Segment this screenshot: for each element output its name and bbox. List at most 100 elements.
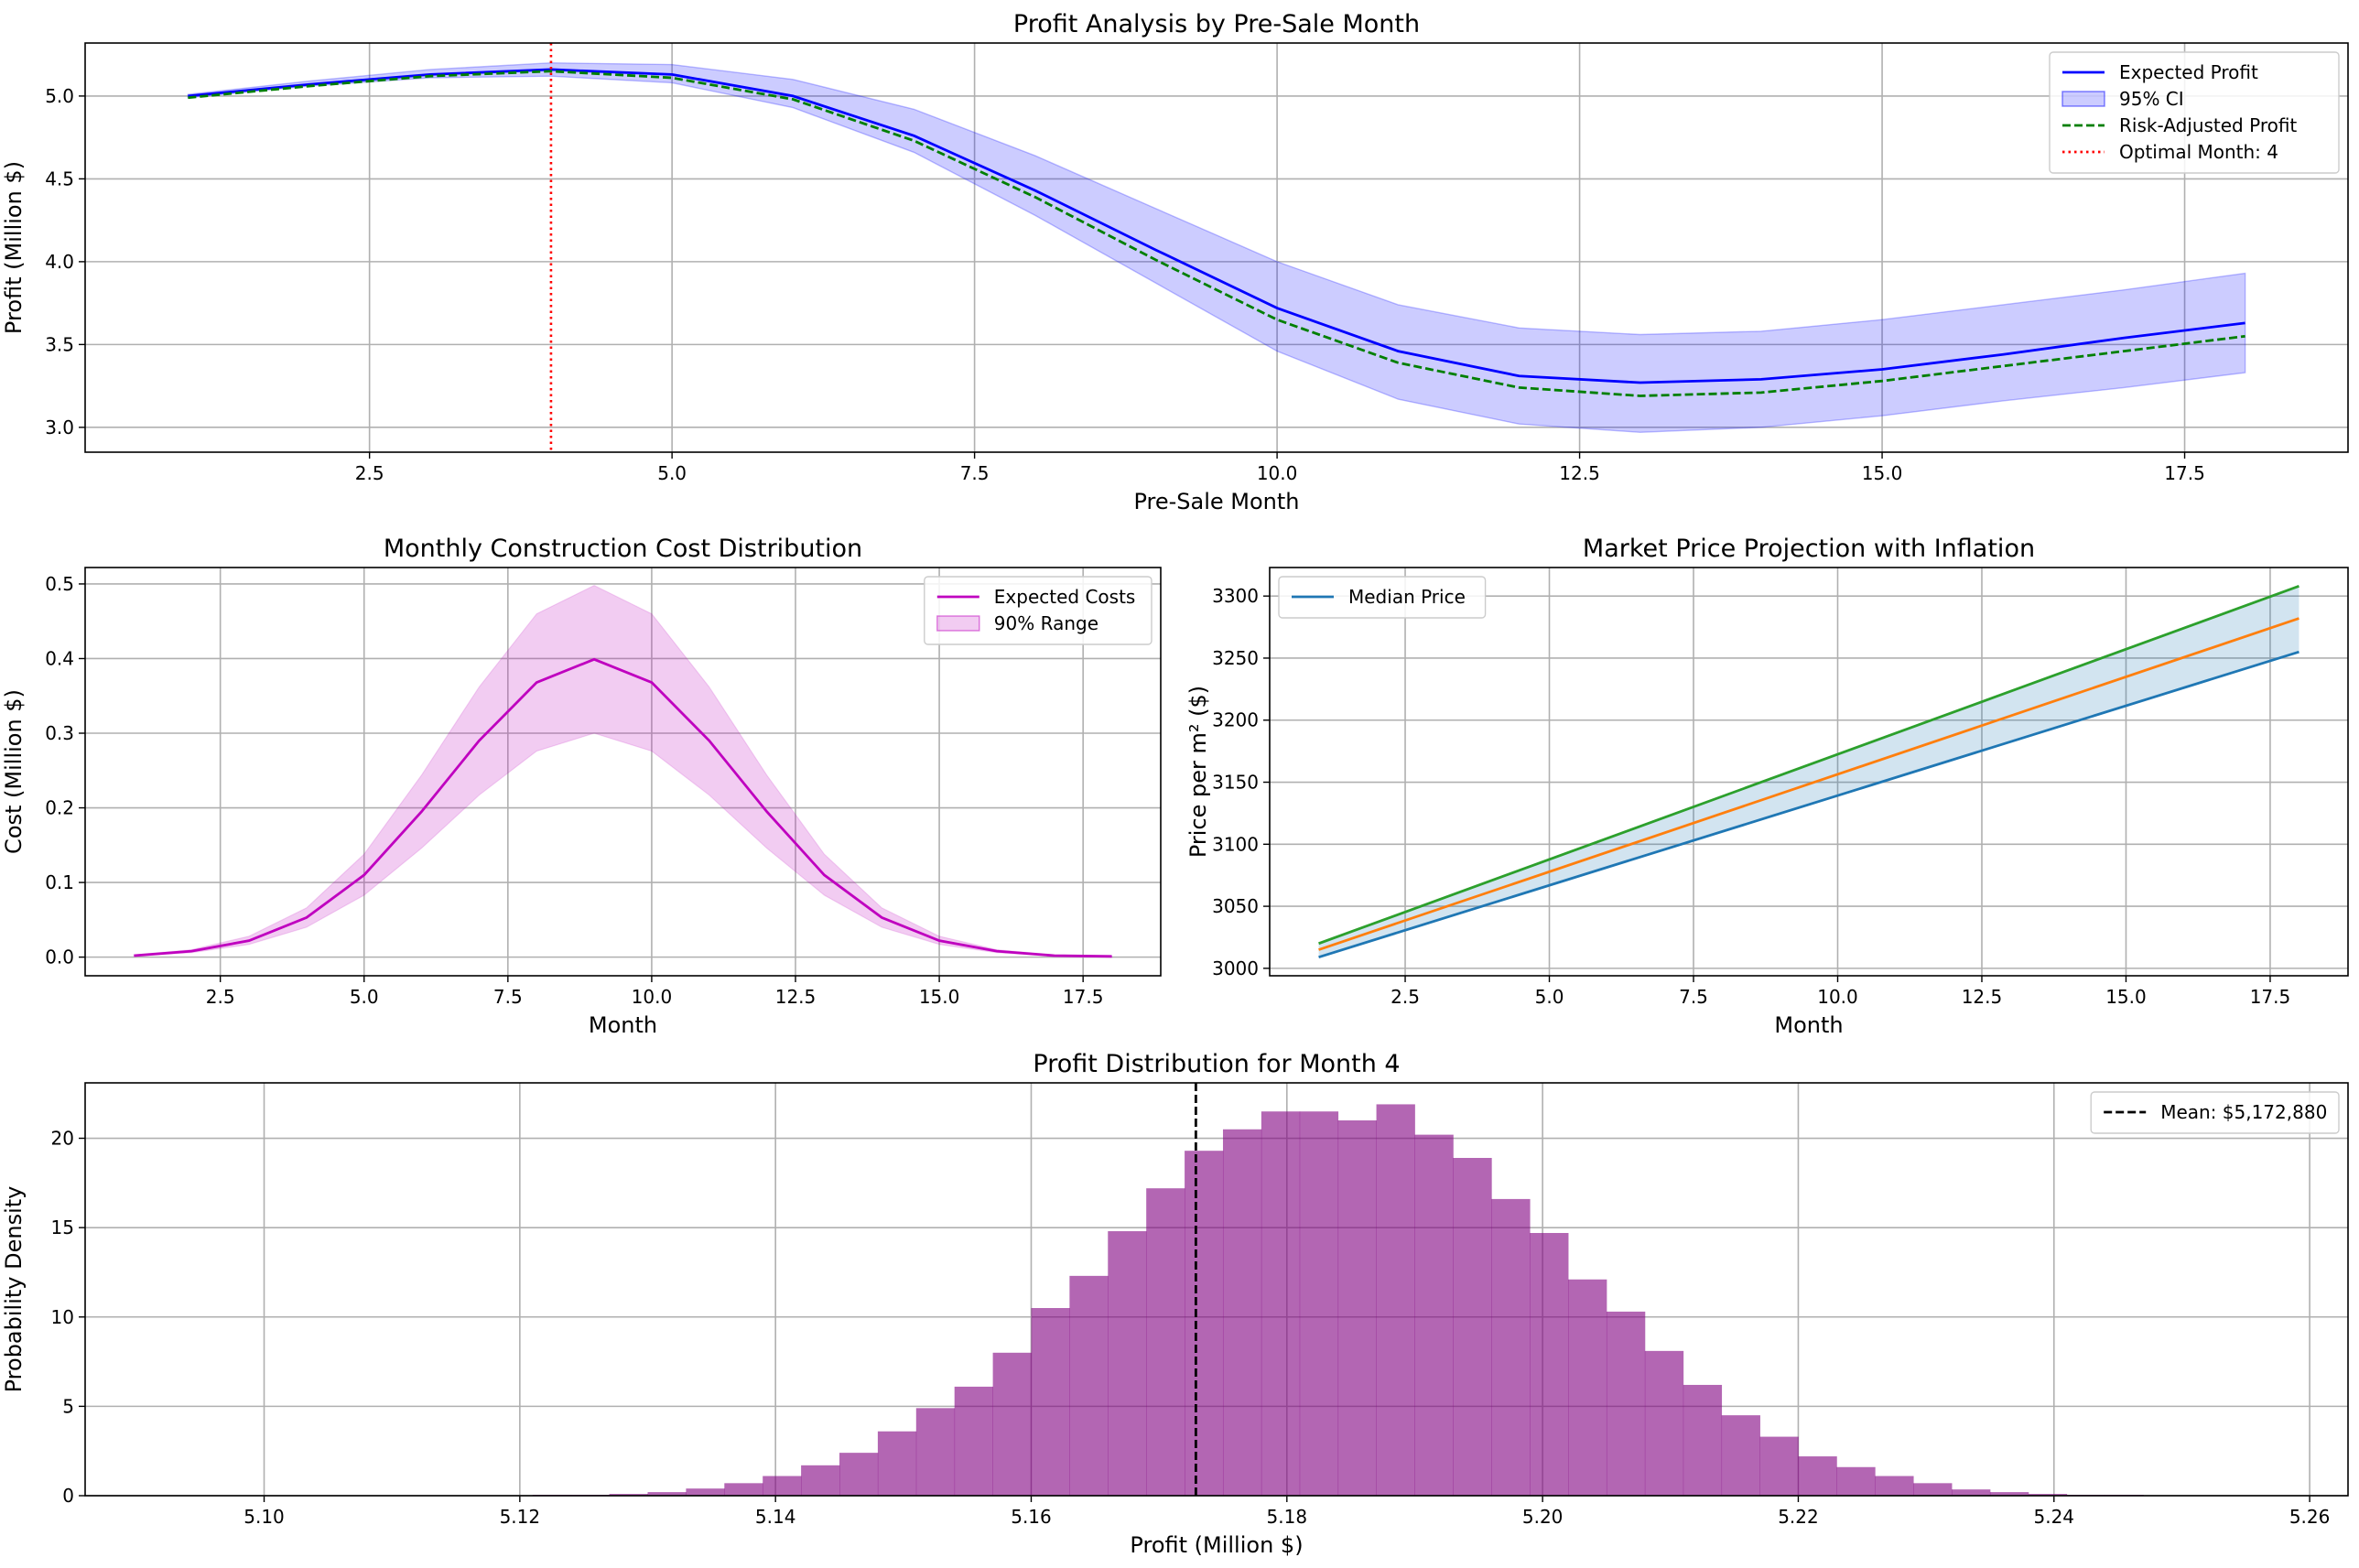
y-tick-label: 3000 [1212, 957, 1259, 979]
y-tick-label: 5.0 [45, 85, 74, 107]
x-tick-label: 5.0 [657, 462, 687, 484]
x-tick-label: 5.0 [350, 986, 379, 1008]
legend-swatch [2061, 91, 2105, 107]
legend: Median Price [1278, 576, 1487, 619]
chart-title: Market Price Projection with Inflation [1583, 535, 2035, 563]
y-tick-label: 3.0 [45, 416, 74, 438]
y-tick-label: 0.5 [45, 573, 74, 595]
price-line-green [1318, 585, 2299, 946]
legend: Expected Costs 90% Range [924, 576, 1152, 645]
legend-swatch [936, 615, 980, 632]
histogram-bar [992, 1352, 1032, 1496]
legend-entry: Mean: $5,172,880 [2160, 1101, 2327, 1123]
chart-panel-2: 2.5 5.0 7.5 10.0 12.5 15.0 17.5 0.0 0.1 0.2 0.3 0.4… [1, 535, 1162, 1038]
y-tick-label: 4.5 [45, 168, 74, 189]
y-tick-label: 0.2 [45, 797, 74, 819]
x-tick-label: 2.5 [355, 462, 384, 484]
histogram-bar [1108, 1231, 1147, 1496]
histogram-bar [1683, 1384, 1723, 1496]
x-tick-label: 7.5 [1679, 986, 1708, 1008]
histogram-bar [2028, 1494, 2068, 1496]
legend-entry: Expected Costs [994, 586, 1136, 608]
x-tick-label: 2.5 [206, 986, 235, 1008]
axes-frame [84, 567, 1162, 977]
y-tick-label: 3100 [1212, 833, 1259, 855]
histogram-bar [1376, 1104, 1415, 1496]
legend: Mean: $5,172,880 [2090, 1091, 2340, 1134]
histogram-bar [1644, 1350, 1684, 1496]
histogram-bar [763, 1476, 802, 1496]
x-tick-label: 5.10 [243, 1506, 285, 1528]
histogram-bar [1568, 1279, 1607, 1496]
y-tick-label: 4.0 [45, 251, 74, 273]
legend-entry: Optimal Month: 4 [2119, 141, 2278, 163]
histogram-bar [1989, 1492, 2029, 1496]
risk-adjusted-profit-line [188, 70, 2245, 397]
histogram-bar [1952, 1489, 1991, 1496]
x-tick-label: 12.5 [1962, 986, 2003, 1008]
y-tick-label: 20 [51, 1128, 74, 1150]
y-tick-label: 3.5 [45, 333, 74, 355]
x-tick-label: 10.0 [632, 986, 673, 1008]
x-tick-label: 10.0 [1257, 462, 1298, 484]
chart-panel-3: 2.5 5.0 7.5 10.0 12.5 15.0 17.5 3000 3050 3100 315… [1185, 535, 2349, 1038]
chart-title: Profit Analysis by Pre-Sale Month [1013, 10, 1420, 38]
histogram-bar [801, 1465, 840, 1496]
x-tick-label: 15.0 [919, 986, 960, 1008]
x-tick-label: 5.26 [2289, 1506, 2331, 1528]
axes-frame [1269, 567, 2349, 977]
y-axis-label: Probability Density [1, 1186, 27, 1393]
x-tick-label: 5.12 [500, 1506, 541, 1528]
histogram-bar [686, 1488, 725, 1496]
x-tick-label: 5.0 [1535, 986, 1564, 1008]
histogram-bar [1185, 1151, 1224, 1496]
chart-title: Monthly Construction Cost Distribution [384, 535, 862, 563]
expected-costs-line [134, 657, 1112, 958]
x-tick-label: 7.5 [960, 462, 990, 484]
y-tick-label: 5 [62, 1395, 74, 1417]
legend-entry: Expected Profit [2119, 61, 2258, 83]
price-band [1318, 586, 2299, 957]
chart-panel-4: 5.10 5.12 5.14 5.16 5.18 5.20 5.22 5.24 5.26 0 5 10… [1, 1050, 2349, 1558]
y-tick-label: 3150 [1212, 772, 1259, 794]
histogram-bar [724, 1483, 763, 1496]
y-tick-label: 3200 [1212, 709, 1259, 731]
ci-band [187, 62, 2246, 433]
y-tick-label: 3300 [1212, 585, 1259, 607]
legend-entry: Median Price [1348, 586, 1466, 608]
x-tick-label: 12.5 [775, 986, 817, 1008]
chart-title: Profit Distribution for Month 4 [1033, 1050, 1400, 1078]
histogram-bar [877, 1431, 917, 1496]
y-tick-label: 10 [51, 1306, 74, 1328]
histogram-bar [1453, 1158, 1492, 1496]
x-tick-label: 5.14 [755, 1506, 796, 1528]
x-tick-label: 2.5 [1391, 986, 1420, 1008]
histogram-bar [1414, 1134, 1454, 1496]
histogram-bar [1261, 1111, 1301, 1496]
legend-box [2090, 1091, 2340, 1134]
y-tick-label: 0 [62, 1485, 74, 1507]
y-tick-label: 0.3 [45, 722, 74, 744]
histogram-bar [1606, 1311, 1646, 1496]
histogram-bar [954, 1386, 993, 1496]
legend-box [2049, 51, 2340, 174]
y-tick-label: 3250 [1212, 647, 1259, 669]
legend-entry: 90% Range [994, 612, 1098, 634]
histogram-bar [1146, 1188, 1185, 1496]
histogram-bar [1222, 1129, 1262, 1496]
x-axis-label: Pre-Sale Month [1133, 489, 1299, 514]
histogram-bar [1530, 1233, 1569, 1496]
histogram-bar [1337, 1120, 1377, 1496]
expected-profit-line [188, 68, 2245, 384]
legend: Expected Profit 95% CI Risk-Adjusted Profi… [2049, 51, 2340, 174]
histogram-bar [1875, 1476, 1914, 1496]
histogram-bar [1491, 1198, 1531, 1496]
x-tick-label: 15.0 [2105, 986, 2147, 1008]
y-axis-label: Profit (Million $) [1, 161, 27, 334]
legend-box [924, 576, 1152, 645]
x-axis-label: Month [1774, 1012, 1843, 1038]
cost-range-band [133, 584, 1113, 958]
y-axis-label: Price per m² ($) [1185, 686, 1211, 858]
histogram-bar [1031, 1308, 1070, 1496]
